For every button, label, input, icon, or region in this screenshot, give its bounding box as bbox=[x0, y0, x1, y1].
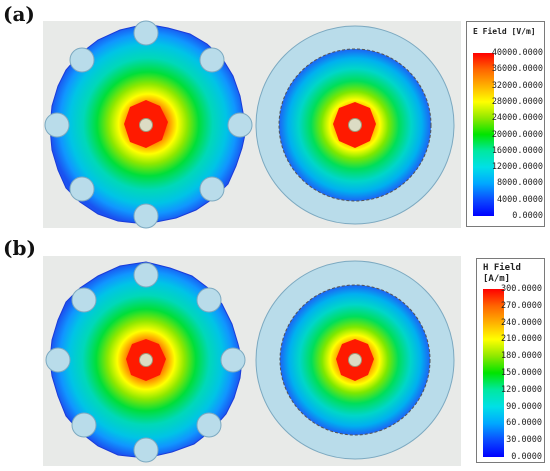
panel-b-legend-tick: 60.0000 bbox=[506, 418, 542, 429]
rod-a-top-right bbox=[199, 47, 225, 73]
rod-a-bottom-left bbox=[69, 176, 95, 202]
panel-b-legend-ticks: 300.0000 270.0000 240.0000 210.0000 180.0000… bbox=[501, 284, 542, 462]
panel-a-legend-tick: 24000.0000 bbox=[491, 113, 543, 124]
panel-b-legend-tick: 150.0000 bbox=[501, 368, 542, 378]
panel-b-legend-tick: 180.0000 bbox=[501, 351, 542, 362]
panel-b-legend-tick: 270.0000 bbox=[501, 300, 542, 311]
panel-a-legend: E Field [V/m] 40000.0000 36000.0000 32000.… bbox=[466, 21, 545, 227]
panel-b-coax-structure bbox=[255, 260, 455, 460]
rod-b-top-left bbox=[71, 287, 97, 313]
rod-b-top-right bbox=[196, 287, 222, 313]
panel-a-legend-tick: 28000.0000 bbox=[491, 96, 543, 107]
panel-b-legend-tick: 120.0000 bbox=[501, 384, 542, 395]
panel-b-legend: H Field [A/m] 300.0000 270.0000 240.0000 21… bbox=[476, 258, 545, 463]
panel-a-legend-ticks: 40000.0000 36000.0000 32000.0000 28000.0000… bbox=[491, 48, 543, 221]
panel-b-legend-tick: 210.0000 bbox=[501, 334, 542, 345]
panel-a-legend-tick: 8000.0000 bbox=[496, 178, 543, 189]
panel-b-legend-tick: 0.0000 bbox=[511, 452, 542, 462]
rod-b-left bbox=[45, 347, 71, 373]
panel-b-legend-tick: 90.0000 bbox=[506, 401, 542, 412]
panel-b-rod-inner-conductor bbox=[139, 353, 153, 367]
rod-a-right bbox=[227, 112, 253, 138]
panel-b-legend-tick: 30.0000 bbox=[506, 435, 542, 446]
panel-a-legend-tick: 0.0000 bbox=[512, 211, 543, 221]
panel-b-legend-colorbar bbox=[483, 289, 504, 457]
panel-a-coax-structure bbox=[255, 25, 455, 225]
rod-b-bottom-left bbox=[71, 412, 97, 438]
rod-b-bottom bbox=[133, 437, 159, 463]
panel-a-legend-tick: 12000.0000 bbox=[491, 162, 543, 173]
panel-b-legend-tick: 240.0000 bbox=[501, 317, 542, 328]
rod-a-bottom bbox=[133, 203, 159, 229]
rod-a-top bbox=[133, 20, 159, 46]
panel-a-legend-tick: 40000.0000 bbox=[491, 48, 543, 58]
rod-b-top bbox=[133, 262, 159, 288]
rod-b-right bbox=[220, 347, 246, 373]
panel-a-legend-tick: 4000.0000 bbox=[496, 194, 543, 205]
rod-b-bottom-right bbox=[196, 412, 222, 438]
panel-a-legend-title: E Field [V/m] bbox=[473, 27, 536, 36]
panel-b-legend-tick: 300.0000 bbox=[501, 284, 542, 294]
panel-b-coax-inner-conductor bbox=[348, 353, 362, 367]
panel-a-rod-structure bbox=[44, 20, 253, 229]
panel-a-label: (a) bbox=[3, 2, 35, 26]
panel-b-label: (b) bbox=[3, 236, 36, 260]
panel-b-rod-structure bbox=[45, 261, 246, 463]
panel-b-legend-title-text: H Field [A/m] bbox=[483, 263, 521, 284]
rod-a-bottom-right bbox=[199, 176, 225, 202]
rod-a-left bbox=[44, 112, 70, 138]
panel-a-legend-tick: 36000.0000 bbox=[491, 64, 543, 75]
panel-a-legend-tick: 20000.0000 bbox=[491, 129, 543, 140]
panel-a-rod-inner-conductor bbox=[139, 118, 153, 132]
panel-b-legend-title: H Field [A/m] bbox=[483, 263, 523, 285]
panel-a-coax-inner-conductor bbox=[348, 118, 362, 132]
rod-a-top-left bbox=[69, 47, 95, 73]
panel-a-legend-tick: 32000.0000 bbox=[491, 80, 543, 91]
panel-a-legend-colorbar bbox=[473, 53, 494, 216]
panel-a-legend-tick: 16000.0000 bbox=[491, 145, 543, 156]
